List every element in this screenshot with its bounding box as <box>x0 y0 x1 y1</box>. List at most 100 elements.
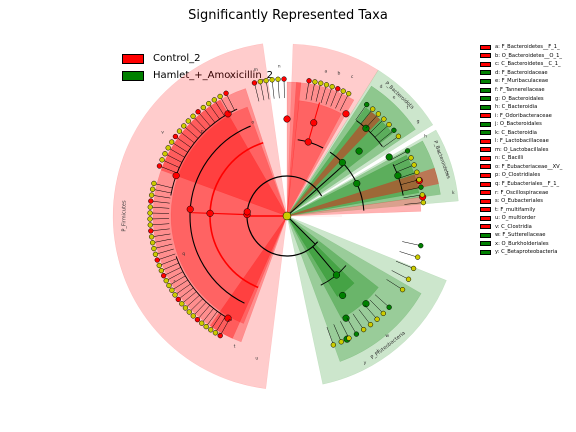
tree-leaf-branch <box>370 118 385 133</box>
tree-leaf-branch <box>171 141 188 153</box>
tree-node <box>362 300 370 308</box>
clade-key-entry: o: F_Eubacteriaceae__XV_ <box>480 163 562 172</box>
tree-leaf-branch <box>378 130 395 143</box>
chart-title: Significantly Represented Taxa <box>188 8 388 23</box>
tree-leaf-branch <box>360 108 373 125</box>
sector-letter: a <box>324 70 327 75</box>
sector-letter: x <box>376 349 379 354</box>
clade-key-swatch <box>480 53 491 59</box>
tree-leaf-node <box>151 245 157 252</box>
clade-key-entry: k: C_Bacteroidia <box>480 128 562 137</box>
tree-leaf-node <box>176 128 183 134</box>
tree-leaf-branch <box>153 243 173 249</box>
tree-leaf-node <box>147 222 153 228</box>
tree-leaf-node <box>257 78 263 85</box>
clade-key-entry: f: F_Tannerellaceae <box>480 86 562 95</box>
tree-leaf-branch <box>192 116 207 131</box>
tree-node <box>394 172 402 180</box>
tree-leaf-branch <box>254 82 260 102</box>
tree-leaf-node <box>411 162 417 168</box>
tree-leaf-node <box>340 88 346 94</box>
clade-key-label: s: O_Eubacteriales <box>495 198 543 205</box>
tree-leaf-node <box>148 234 155 240</box>
clade-key-entry: c: C_Bacteroidetes__C_1_ <box>480 60 562 69</box>
clade-key-entry: l: F_Lactobacillaceae <box>480 137 562 146</box>
clade-key-entry: n: C_Bacilli <box>480 154 562 163</box>
tree-branch <box>286 188 318 217</box>
sector-letter: h <box>424 134 427 140</box>
tree-leaf-branch <box>374 294 390 308</box>
tree-leaf-branch <box>164 153 183 163</box>
tree-node <box>224 314 232 322</box>
clade-band <box>286 82 355 217</box>
clade-band <box>286 111 381 217</box>
clade-key-entry: q: F_Eubacteriales__F_1_ <box>480 180 562 189</box>
tree-branch-arc <box>329 151 365 211</box>
sector-letter: m <box>254 68 258 73</box>
clade-key-swatch <box>480 147 491 153</box>
tree-leaf-node <box>147 204 153 210</box>
tree-leaf-branch <box>333 324 342 342</box>
tree-leaf-branch <box>153 183 173 189</box>
clade-band <box>286 140 441 217</box>
tree-branch-arc <box>175 256 232 321</box>
sector-letter: o <box>251 121 254 126</box>
sector-letter: e <box>393 96 396 101</box>
clade-key-entry: x: O_Burkholderiales <box>480 240 562 249</box>
tree-leaf-node <box>381 116 387 122</box>
clade-key-label: q: F_Eubacteriales__F_1_ <box>495 181 560 188</box>
clade-key-swatch <box>480 70 491 76</box>
tree-leaf-node <box>200 104 206 111</box>
tree-node <box>338 158 346 167</box>
tree-leaf-node <box>175 296 181 303</box>
clade-key-entry: v: C_Clostridia <box>480 222 562 231</box>
tree-leaf-node <box>335 86 341 92</box>
tree-branch-arc <box>392 164 404 196</box>
tree-leaf-node <box>159 157 165 163</box>
clade-key-entry: a: F_Bacteroidetes__F_1_ <box>480 43 562 52</box>
legend-entry: Hamlet_+_Amoxicillin_2 <box>122 67 273 84</box>
clade-key-swatch <box>480 104 491 110</box>
sector-letter: r <box>173 279 175 285</box>
tree-leaf-branch <box>326 326 334 346</box>
tree-leaf-branch <box>166 271 184 281</box>
tree-leaf-node <box>386 121 392 128</box>
tree-leaf-branch <box>175 136 192 148</box>
clade-key-swatch <box>480 96 491 102</box>
tree-leaf-node <box>415 254 421 260</box>
tree-node <box>339 291 347 300</box>
clade-key-entry: r: F_Oscillospiraceae <box>480 188 562 197</box>
tree-leaf-node <box>147 216 153 222</box>
tree-leaf-branch <box>339 93 349 111</box>
sector-letter: i <box>437 149 438 155</box>
tree-node <box>353 179 361 188</box>
tree-leaf-node <box>312 79 318 85</box>
tree-leaf-node <box>162 151 168 157</box>
clade-key-label: x: O_Burkholderiales <box>495 240 549 247</box>
clade-key-entry: e: F_Muribaculaceae <box>480 77 562 86</box>
tree-leaf-branch <box>197 111 211 127</box>
clade-key-swatch <box>480 190 491 196</box>
tree-leaf-node <box>169 287 175 293</box>
legend-entry: Control_2 <box>122 50 273 67</box>
sector-letter: b <box>338 71 341 77</box>
tree-leaf-node <box>405 276 412 282</box>
tree-leaf-node <box>251 80 258 86</box>
tree-leaf-branch <box>320 84 327 104</box>
tree-leaf-branch <box>374 124 390 138</box>
tree-leaf-node <box>399 286 406 293</box>
tree-leaf-branch <box>188 120 203 135</box>
tree-leaf-branch <box>365 113 379 129</box>
clade-key-swatch <box>480 138 491 144</box>
tree-node <box>283 115 291 123</box>
tree-leaf-node <box>166 282 172 289</box>
tree-leaf-node <box>370 106 376 112</box>
tree-leaf-node <box>165 145 171 151</box>
tree-node <box>206 209 214 217</box>
clade-band <box>286 100 342 217</box>
clade-key-swatch <box>480 215 491 221</box>
clade-sector-bacteroidota <box>286 69 434 217</box>
tree-leaf-branch <box>215 316 226 333</box>
clade-key-swatch <box>480 113 491 119</box>
